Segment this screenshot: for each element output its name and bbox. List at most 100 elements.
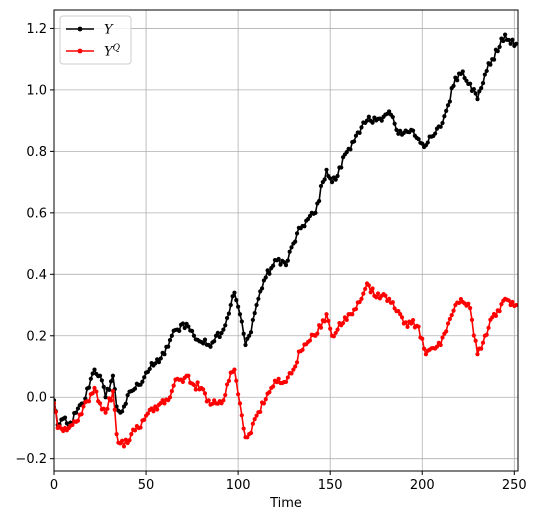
data-point: [420, 336, 425, 341]
data-point: [442, 114, 447, 119]
data-point: [217, 334, 222, 340]
x-tick-label: 200: [410, 478, 435, 493]
y-tick-label: −0.2: [15, 452, 47, 467]
data-point: [99, 378, 104, 383]
data-point: [328, 176, 333, 181]
data-point: [129, 432, 134, 437]
data-point: [475, 97, 480, 102]
data-point: [479, 346, 484, 351]
data-point: [451, 83, 456, 88]
y-tick-label: 0.0: [26, 391, 47, 406]
data-point: [123, 401, 128, 406]
data-point: [455, 78, 460, 83]
data-point: [153, 404, 158, 409]
data-point: [236, 392, 241, 397]
data-point: [447, 99, 452, 104]
data-point: [493, 313, 498, 319]
data-point: [318, 325, 324, 330]
data-point: [90, 391, 95, 396]
data-point: [425, 140, 430, 145]
data-point: [224, 382, 230, 387]
data-point: [484, 68, 489, 74]
data-point: [444, 108, 449, 113]
data-point: [160, 398, 165, 403]
data-point: [471, 87, 476, 92]
data-point: [103, 395, 108, 400]
axis-ticks: 0 50 100 150 200 250 −0.2 0.0 0.2 0.4 0.6 0.8 1.0 1.2: [15, 22, 526, 493]
data-point: [248, 430, 254, 436]
legend-label: YQ: [104, 44, 121, 60]
data-point: [497, 309, 502, 314]
data-point: [293, 239, 298, 244]
data-point: [212, 398, 217, 403]
data-point: [234, 378, 239, 383]
data-point: [132, 428, 138, 433]
data-point: [510, 299, 515, 305]
data-point: [339, 165, 344, 170]
data-point: [155, 407, 160, 412]
data-point: [256, 296, 261, 301]
data-point: [324, 167, 329, 172]
data-point: [232, 290, 237, 295]
data-point: [482, 72, 487, 77]
data-point: [110, 388, 116, 394]
data-point: [333, 177, 338, 182]
data-point: [307, 213, 313, 219]
data-point: [212, 339, 217, 344]
data-point: [221, 398, 226, 403]
data-point: [445, 103, 451, 108]
data-point: [108, 379, 114, 384]
data-point: [374, 295, 379, 300]
data-point: [162, 401, 167, 406]
data-point: [138, 425, 143, 430]
data-point: [506, 298, 511, 303]
legend: Y YQ: [59, 15, 132, 65]
data-point: [263, 275, 268, 280]
data-point: [324, 312, 329, 317]
data-point: [464, 78, 469, 83]
data-point: [108, 398, 114, 403]
data-point: [488, 62, 493, 67]
data-point: [195, 380, 200, 385]
data-point: [484, 332, 489, 337]
data-point: [110, 373, 116, 378]
data-point: [466, 301, 471, 306]
data-point: [162, 352, 167, 357]
data-point: [94, 389, 99, 394]
data-point: [375, 291, 381, 296]
data-point: [353, 133, 359, 138]
data-point: [223, 392, 228, 398]
data-point: [508, 41, 513, 46]
plot-area: [54, 10, 518, 471]
data-point: [300, 347, 305, 352]
data-point: [278, 262, 283, 267]
data-point: [120, 409, 125, 414]
data-point: [254, 413, 259, 418]
data-point: [387, 296, 392, 301]
data-point: [398, 128, 403, 133]
data-point: [186, 373, 191, 378]
data-point: [469, 317, 475, 322]
data-point: [237, 401, 243, 406]
data-point: [363, 286, 368, 292]
data-point: [495, 49, 500, 54]
y-tick-label: 0.6: [26, 206, 47, 221]
data-point: [399, 315, 405, 320]
data-point: [357, 299, 362, 305]
y-tick-label: 1.2: [26, 22, 47, 37]
data-point: [123, 437, 128, 442]
data-point: [506, 37, 511, 43]
data-point: [352, 139, 357, 144]
data-point: [422, 346, 427, 351]
data-point: [88, 376, 93, 381]
data-point: [201, 341, 206, 346]
data-point: [335, 327, 340, 332]
data-point: [169, 388, 174, 394]
data-point: [359, 125, 364, 130]
data-point: [97, 373, 103, 378]
data-point: [210, 401, 215, 406]
data-point: [340, 320, 346, 326]
data-point: [219, 330, 224, 336]
data-point: [252, 417, 257, 422]
data-point: [250, 421, 255, 426]
